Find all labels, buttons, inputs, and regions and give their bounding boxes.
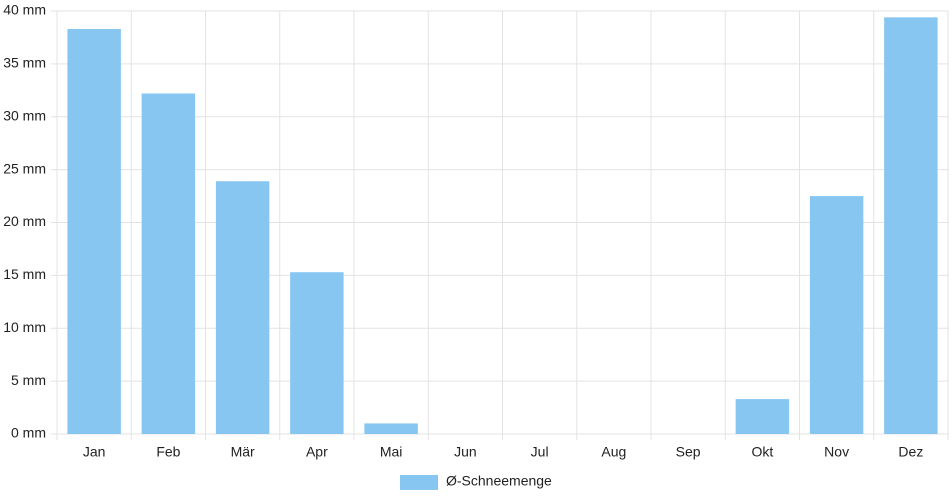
- x-tick-label: Mai: [380, 444, 403, 460]
- legend-label: Ø-Schneemenge: [446, 473, 552, 489]
- y-tick-label: 35 mm: [3, 55, 46, 71]
- y-tick-label: 30 mm: [3, 107, 46, 123]
- bar: [809, 196, 864, 434]
- y-tick-label: 20 mm: [3, 213, 46, 229]
- x-tick-label: Okt: [751, 444, 773, 460]
- y-tick-label: 5 mm: [11, 372, 46, 388]
- x-tick-label: Sep: [676, 444, 701, 460]
- x-tick-label: Mär: [231, 444, 255, 460]
- x-tick-label: Aug: [601, 444, 626, 460]
- x-tick-label: Apr: [306, 444, 328, 460]
- y-tick-label: 40 mm: [3, 2, 46, 18]
- x-tick-label: Feb: [156, 444, 180, 460]
- x-tick-label: Jan: [83, 444, 106, 460]
- y-tick-label: 25 mm: [3, 160, 46, 176]
- x-tick-label: Nov: [824, 444, 849, 460]
- y-tick-label: 10 mm: [3, 319, 46, 335]
- y-tick-label: 0 mm: [11, 425, 46, 441]
- bar: [735, 399, 790, 434]
- x-tick-label: Dez: [898, 444, 923, 460]
- y-tick-label: 15 mm: [3, 266, 46, 282]
- bar: [141, 93, 196, 435]
- x-tick-label: Jul: [531, 444, 549, 460]
- bar: [364, 423, 418, 434]
- x-tick-label: Jun: [454, 444, 477, 460]
- legend-swatch: [400, 475, 438, 490]
- bar: [884, 17, 938, 434]
- bar: [290, 272, 344, 434]
- bar: [215, 181, 270, 434]
- bar: [67, 28, 121, 434]
